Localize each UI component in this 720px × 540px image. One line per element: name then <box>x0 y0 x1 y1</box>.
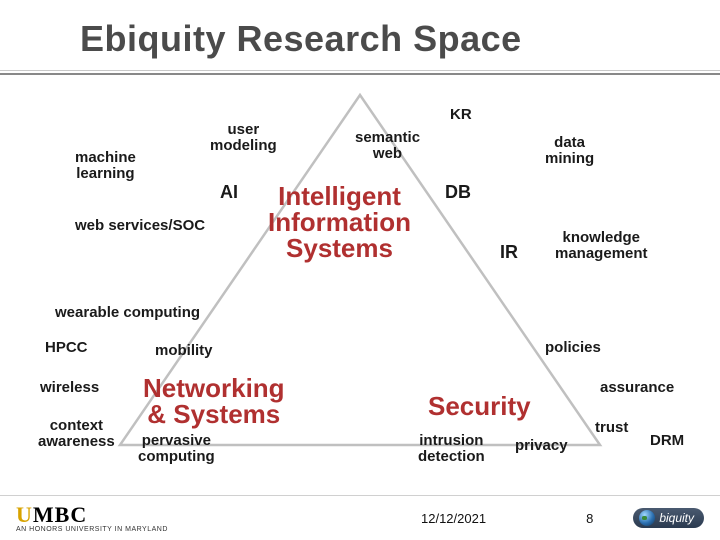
term-wireless: wireless <box>40 380 99 396</box>
footer: UMBC AN HONORS UNIVERSITY IN MARYLAND 12… <box>0 495 720 540</box>
diagram-canvas: KR usermodeling semanticweb datamining machi… <box>0 75 720 495</box>
term-hpcc: HPCC <box>45 340 88 356</box>
term-kr: KR <box>450 107 472 123</box>
umbc-logo-tagline: AN HONORS UNIVERSITY IN MARYLAND <box>16 526 168 533</box>
term-ai: AI <box>220 183 238 202</box>
vertex-networking-systems: Networking& Systems <box>143 375 285 427</box>
title-rule <box>0 70 720 71</box>
ebiquity-logo: biquity <box>633 508 704 528</box>
term-intrusion-detection: intrusiondetection <box>418 433 485 465</box>
term-semantic-web: semanticweb <box>355 130 420 162</box>
term-ir: IR <box>500 243 518 262</box>
term-assurance: assurance <box>600 380 674 396</box>
term-privacy: privacy <box>515 438 568 454</box>
umbc-logo-text: UMBC <box>16 504 168 526</box>
umbc-logo: UMBC AN HONORS UNIVERSITY IN MARYLAND <box>16 504 168 533</box>
title-region: Ebiquity Research Space <box>0 0 720 64</box>
term-web-services-soc: web services/SOC <box>75 218 205 234</box>
term-db: DB <box>445 183 471 202</box>
term-mobility: mobility <box>155 343 213 359</box>
term-knowledge-management: knowledgemanagement <box>555 230 648 262</box>
footer-date: 12/12/2021 <box>421 511 486 526</box>
page-title: Ebiquity Research Space <box>80 18 720 60</box>
term-pervasive-computing: pervasivecomputing <box>138 433 215 465</box>
globe-icon <box>639 510 655 526</box>
term-drm: DRM <box>650 433 684 449</box>
footer-page-number: 8 <box>586 511 593 526</box>
term-machine-learning: machinelearning <box>75 150 136 182</box>
term-context-awareness: contextawareness <box>38 418 115 450</box>
term-data-mining: datamining <box>545 135 594 167</box>
term-user-modeling: usermodeling <box>210 122 277 154</box>
vertex-intelligent-information-systems: IntelligentInformationSystems <box>268 183 411 261</box>
vertex-security: Security <box>428 393 531 419</box>
ebiquity-logo-text: biquity <box>659 511 694 525</box>
term-wearable-computing: wearable computing <box>55 305 200 321</box>
term-policies: policies <box>545 340 601 356</box>
term-trust: trust <box>595 420 628 436</box>
